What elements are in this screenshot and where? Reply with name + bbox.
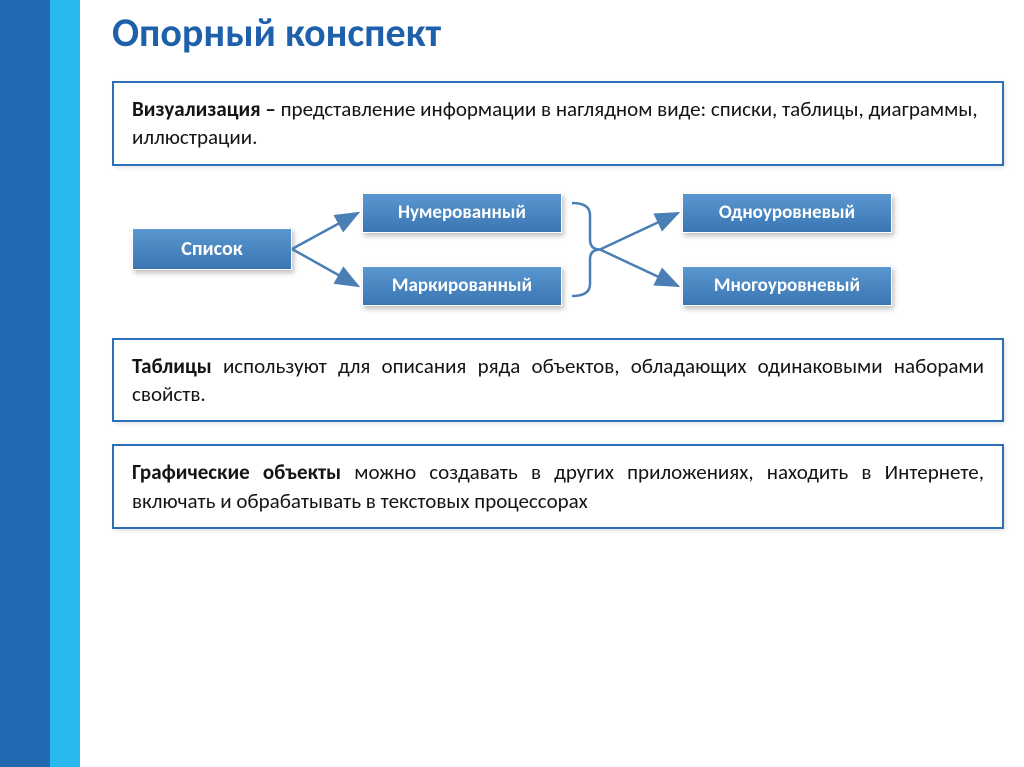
page-title: Опорный конспект [112, 8, 1004, 57]
tables-term: Таблицы [132, 353, 212, 379]
graphics-box: Графические объекты можно создавать в др… [112, 444, 1004, 529]
side-stripe [0, 0, 80, 767]
tables-box: Таблицы используют для описания ряда объ… [112, 338, 1004, 423]
tables-text: используют для описания ряда объектов, о… [132, 353, 984, 407]
stripe-light [50, 0, 80, 767]
stripe-dark [0, 0, 50, 767]
diagram-arrows [112, 188, 1012, 328]
graphics-term: Графические объекты [132, 459, 341, 485]
main-content: Опорный конспект Визуализация – представ… [112, 8, 1004, 551]
definition-term: Визуализация – [132, 96, 281, 122]
list-diagram: Список Нумерованный Маркированный Одноур… [112, 188, 1004, 328]
definition-box: Визуализация – представление информации … [112, 81, 1004, 166]
